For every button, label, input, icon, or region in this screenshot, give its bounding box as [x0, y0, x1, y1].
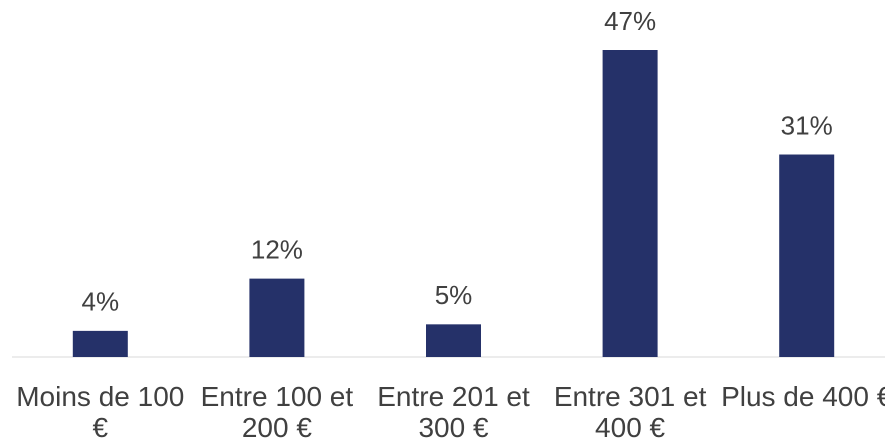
- bar: [779, 154, 835, 357]
- bar: [602, 50, 658, 357]
- value-label: 31%: [781, 110, 833, 140]
- value-label: 47%: [604, 6, 656, 36]
- bar: [249, 278, 305, 357]
- x-tick-label: Moins de 100 €: [16, 381, 185, 441]
- bar: [426, 324, 481, 357]
- x-tick-label: Plus de 400 €: [721, 381, 885, 412]
- x-tick-label: Entre 100 et 200 €: [200, 381, 354, 441]
- value-label: 12%: [251, 234, 303, 264]
- x-tick-label: Entre 201 et 300 €: [377, 381, 530, 441]
- value-label: 5%: [435, 280, 473, 310]
- bar: [72, 330, 128, 357]
- x-tick-label: Entre 301 et 400 €: [553, 381, 707, 441]
- value-label: 4%: [82, 287, 120, 317]
